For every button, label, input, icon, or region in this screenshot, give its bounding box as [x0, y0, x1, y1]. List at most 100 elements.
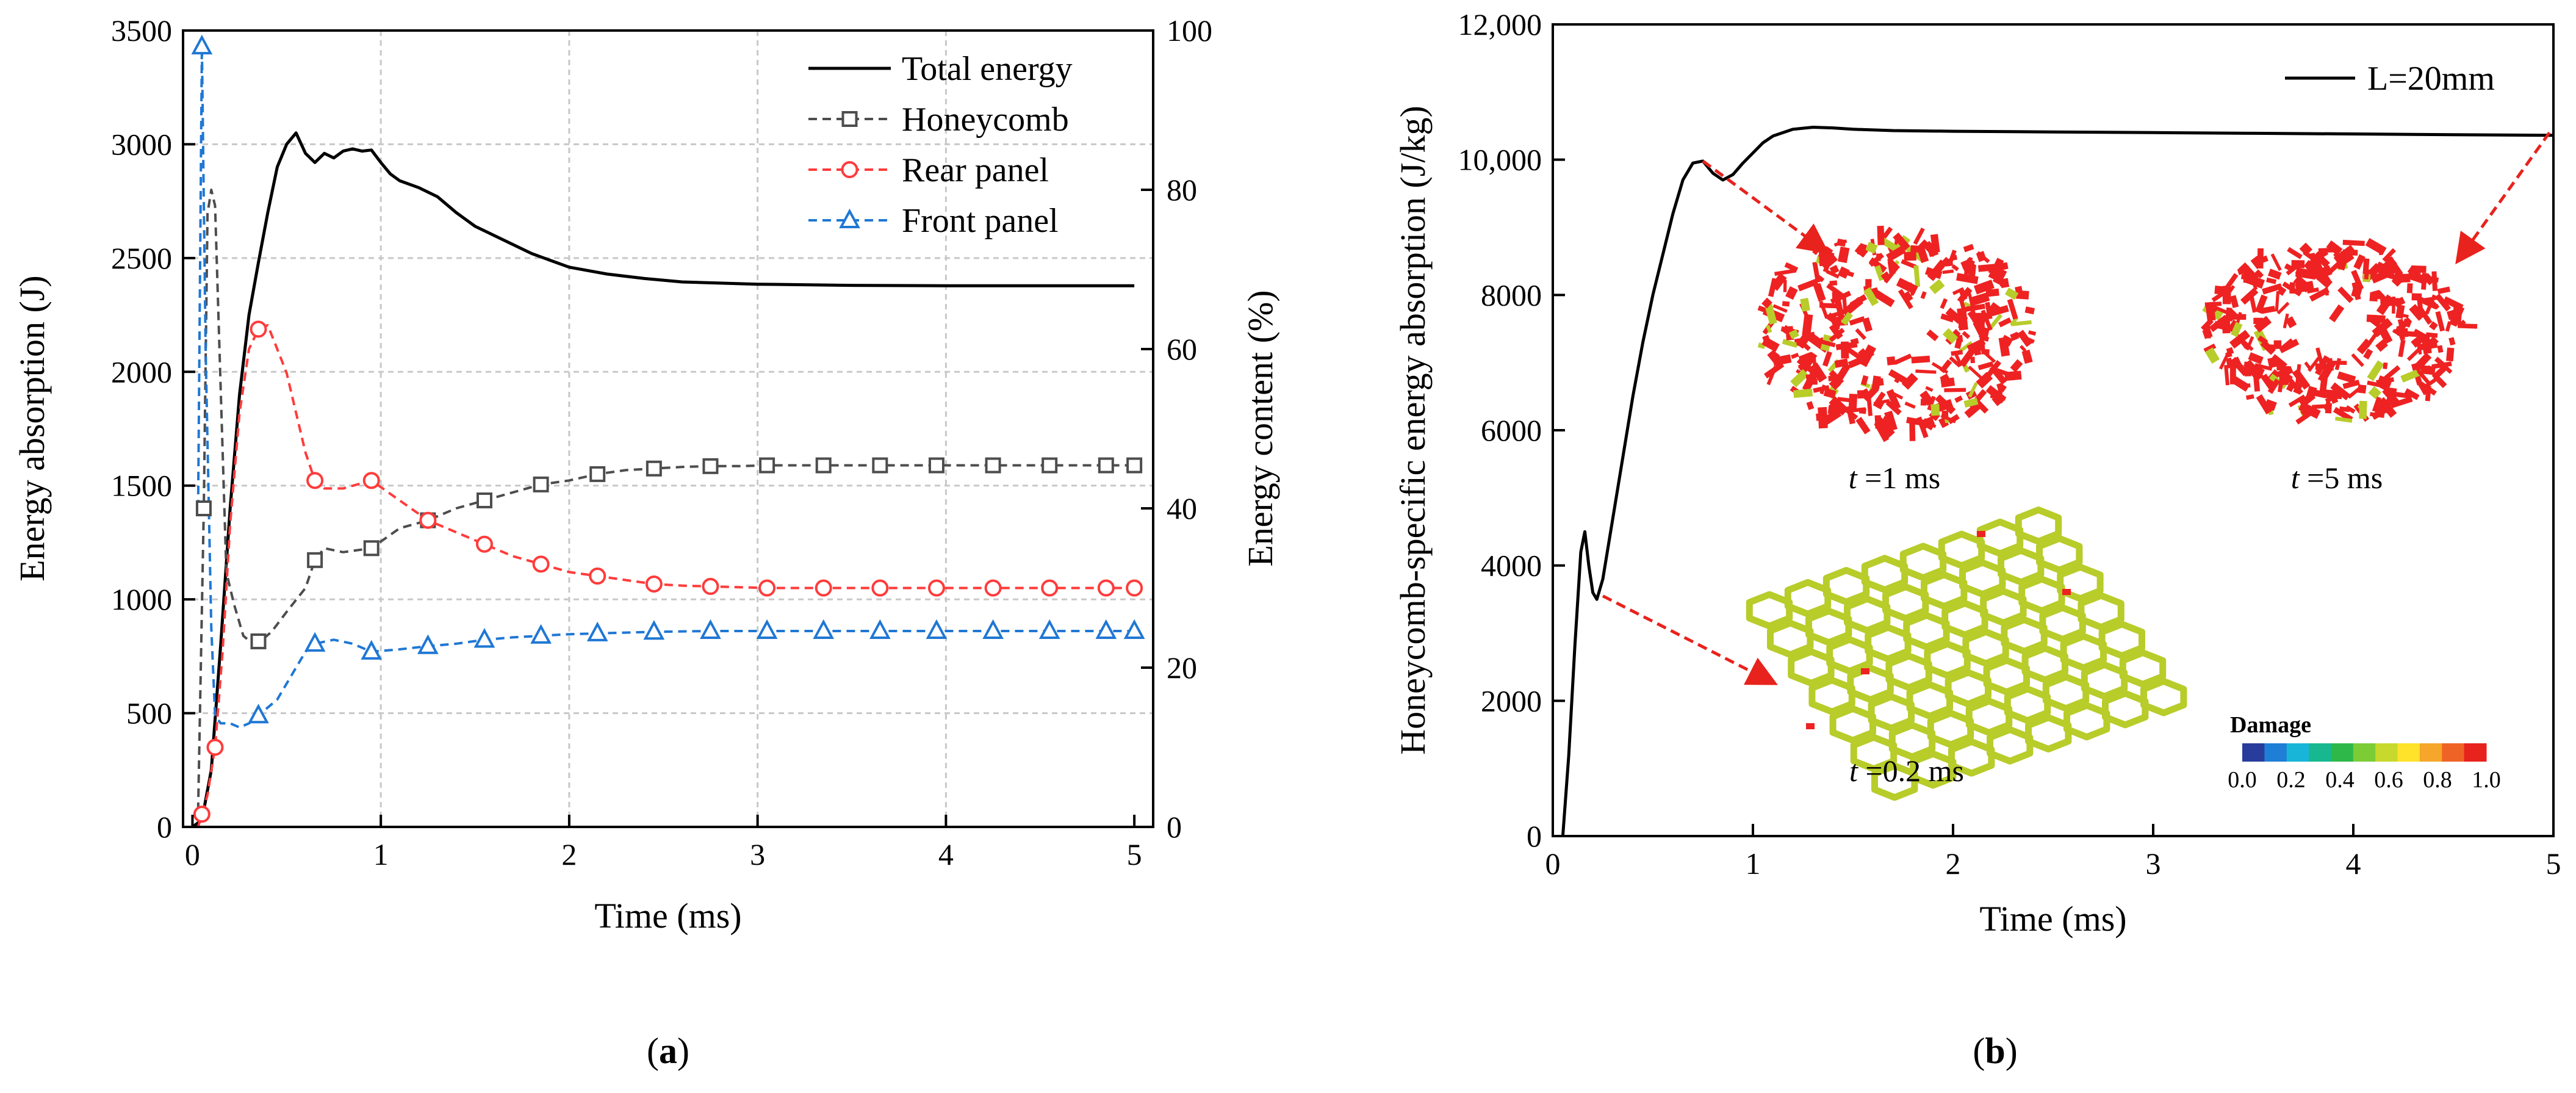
fragment: [2333, 406, 2353, 422]
fragment: [2353, 254, 2366, 270]
fragment: [1918, 419, 1937, 428]
fragment: [2248, 352, 2264, 364]
fragment: [1970, 292, 1990, 306]
x-axis-label: Time (ms): [594, 896, 741, 936]
fragment: [1936, 256, 1949, 270]
honeycomb-cell: [1784, 579, 1832, 618]
fragment: [2380, 396, 2395, 414]
fragment: [1761, 336, 1780, 352]
fragment: [1837, 397, 1853, 403]
fragment: [2249, 295, 2258, 313]
caption-time: =1 ms: [1857, 461, 1941, 495]
x-tick-label: 2: [1946, 846, 1961, 881]
fragment: [2276, 301, 2290, 315]
series-line-total-energy: [191, 131, 1135, 829]
y-right-tick-label: 100: [1167, 13, 1212, 48]
honeycomb-cell: [2102, 690, 2149, 729]
y-tick-label: 2000: [1481, 684, 1542, 718]
honeycomb-cell: [2039, 604, 2086, 643]
series-line-rear-panel: [196, 323, 1135, 828]
fragment: [2446, 347, 2455, 362]
legend-square-marker: [841, 111, 858, 127]
fragment: [1855, 417, 1871, 435]
fragment: [2240, 273, 2253, 281]
fragment: [2295, 409, 2314, 425]
square-marker: [195, 500, 212, 516]
colorbar-swatch: [2397, 743, 2420, 762]
panel-label: (a): [647, 1031, 689, 1071]
fragment: [1849, 316, 1865, 326]
fragment: [2309, 287, 2330, 302]
square-marker: [759, 457, 775, 474]
y-axis-right-label: Energy content (%): [1240, 290, 1280, 566]
fragment: [2383, 362, 2388, 369]
damage-spot: [1861, 668, 1869, 674]
fragment: [1942, 328, 1959, 344]
fragment: [2337, 286, 2354, 303]
fragment: [1893, 232, 1910, 251]
fragment: [1868, 253, 1885, 267]
fragment: [2277, 286, 2287, 296]
fragment: [1836, 367, 1848, 380]
panel-label: (b): [1973, 1031, 2017, 1071]
axis-ticks: 0 1 2 3 4 50500100015002000250030003500020406…: [111, 13, 1212, 871]
fragment: [1823, 388, 1837, 399]
fragment: [1925, 267, 1943, 280]
honeycomb-cell: [1847, 665, 1894, 703]
y-tick-label: 1000: [111, 582, 172, 616]
plot-frame: [1552, 23, 2555, 837]
fragment: [2369, 314, 2383, 328]
fragment: [2204, 347, 2220, 364]
fragment: [2372, 317, 2393, 337]
fragment: [2436, 358, 2453, 374]
legend: L=20mm: [2285, 60, 2495, 98]
fragment: [2226, 285, 2236, 295]
x-tick-label: 5: [2546, 846, 2561, 881]
square-marker: [815, 457, 832, 474]
fragment: [1846, 405, 1856, 425]
triangle-marker: [361, 640, 383, 660]
circle-marker: [193, 806, 210, 823]
fragment: [1784, 262, 1799, 272]
fragment: [1876, 391, 1886, 402]
y-tick-label: 3500: [111, 13, 172, 48]
legend: Total energy Honeycomb Rear panel Front pan…: [808, 50, 1073, 240]
honeycomb-cell: [1998, 547, 2045, 586]
callout-arrow: [1602, 594, 1778, 685]
fragment: [2435, 311, 2445, 332]
fragment: [1999, 279, 2005, 287]
fragment: [2277, 371, 2285, 392]
fragment: [1829, 328, 1845, 342]
fragment: [2339, 406, 2350, 413]
damage-spot: [2062, 589, 2071, 595]
fragment: [2312, 404, 2327, 409]
fragment: [1964, 403, 1981, 419]
fragment: [2260, 340, 2276, 355]
fragment: [2364, 269, 2370, 280]
fragment: [2376, 270, 2386, 281]
x-tick-label: 3: [2146, 846, 2161, 881]
x-tick-label: 0: [185, 837, 200, 871]
fragment: [2290, 382, 2303, 389]
fragment: [1765, 303, 1777, 325]
honeycomb-cell: [2025, 714, 2072, 752]
triangle-marker: [700, 619, 721, 639]
fragment: [1985, 288, 1999, 297]
fragment: [1822, 251, 1835, 273]
damage-spot: [1977, 531, 1985, 537]
fragment: [2286, 260, 2304, 276]
fragment: [1835, 300, 1845, 321]
fragment: [1873, 399, 1890, 405]
fragment: [1873, 289, 1895, 308]
honeycomb-cell: [2063, 702, 2110, 741]
fragment: [2243, 359, 2264, 382]
triangle-marker: [982, 619, 1004, 639]
chart-panel-a: 0 1 2 3 4 50500100015002000250030003500020406…: [12, 13, 1280, 1071]
fragment: [2312, 269, 2333, 289]
triangle-marker: [586, 621, 608, 641]
callout-arrows: [1602, 131, 2551, 685]
fragment: [1788, 329, 1799, 339]
fragment: [2342, 239, 2365, 247]
fragment: [2230, 356, 2242, 369]
fragment: [1970, 356, 1975, 364]
